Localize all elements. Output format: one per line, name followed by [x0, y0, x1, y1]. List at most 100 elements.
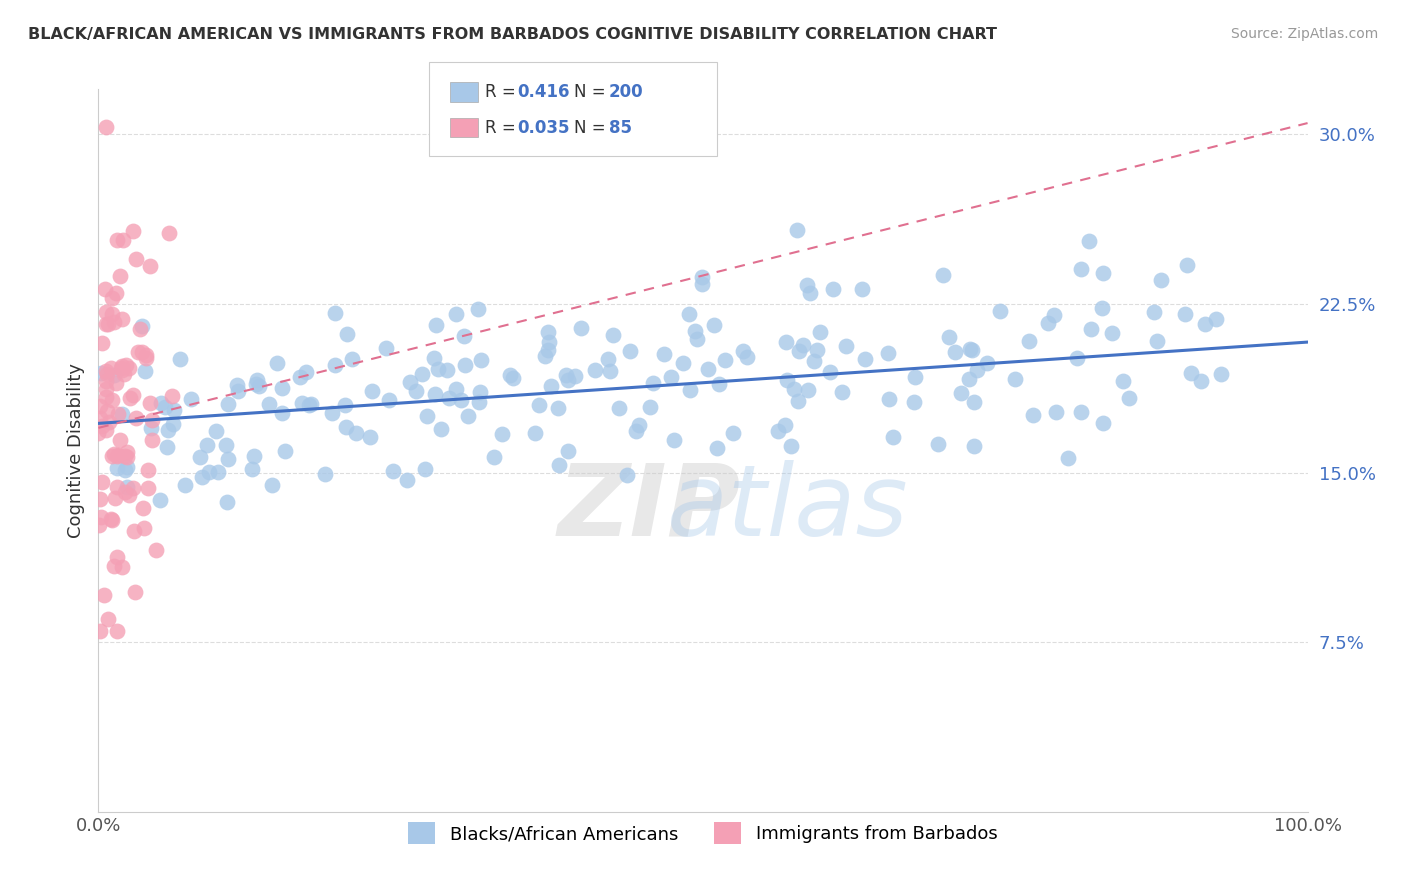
Point — [107, 448, 129, 462]
Point — [100, 512, 122, 526]
Point — [1077, 234, 1099, 248]
Point — [90, 366, 112, 380]
Point — [599, 364, 621, 378]
Point — [491, 427, 513, 442]
Point — [129, 322, 152, 336]
Point — [735, 350, 758, 364]
Text: R =: R = — [485, 119, 522, 136]
Point — [499, 368, 522, 382]
Point — [502, 371, 524, 385]
Point — [124, 585, 146, 599]
Text: ZIP: ZIP — [558, 459, 741, 557]
Point — [679, 383, 702, 397]
Point — [683, 324, 706, 338]
Point — [298, 398, 321, 412]
Point — [105, 624, 128, 639]
Point — [291, 396, 314, 410]
Text: 200: 200 — [609, 83, 644, 101]
Point — [429, 422, 451, 436]
Point — [217, 397, 239, 411]
Point — [114, 449, 136, 463]
Point — [114, 358, 136, 372]
Point — [118, 392, 141, 406]
Point — [467, 395, 489, 409]
Point — [111, 363, 134, 377]
Point — [107, 407, 129, 421]
Point — [395, 473, 418, 487]
Point — [115, 480, 138, 494]
Point — [103, 559, 125, 574]
Point — [96, 404, 118, 418]
Point — [93, 588, 115, 602]
Point — [789, 344, 811, 359]
Point — [96, 424, 118, 438]
Point — [583, 363, 606, 377]
Point — [122, 524, 145, 538]
Point — [111, 311, 134, 326]
Point — [240, 462, 263, 476]
Point — [96, 390, 118, 404]
Point — [169, 352, 191, 367]
Point — [87, 425, 110, 440]
Point — [787, 394, 810, 409]
Point — [1143, 305, 1166, 319]
Point — [423, 386, 446, 401]
Point — [851, 282, 873, 296]
Point — [1118, 391, 1140, 405]
Point — [321, 406, 343, 420]
Point — [537, 343, 560, 358]
Point — [796, 383, 818, 397]
Point — [808, 325, 831, 339]
Point — [690, 269, 713, 284]
Point — [90, 336, 112, 351]
Point — [112, 368, 135, 382]
Point — [111, 359, 134, 373]
Point — [101, 393, 124, 408]
Point — [97, 317, 120, 331]
Point — [450, 393, 472, 408]
Point — [1036, 316, 1059, 330]
Point — [619, 344, 641, 359]
Point — [537, 334, 560, 349]
Point — [820, 365, 842, 379]
Point — [105, 449, 128, 463]
Point — [97, 415, 120, 429]
Point — [226, 384, 249, 398]
Point — [1150, 273, 1173, 287]
Point — [101, 450, 124, 464]
Point — [96, 367, 118, 381]
Point — [157, 423, 180, 437]
Point — [335, 420, 357, 434]
Point — [141, 434, 163, 448]
Point — [138, 259, 160, 273]
Point — [141, 413, 163, 427]
Point — [537, 325, 560, 339]
Point — [136, 463, 159, 477]
Point — [707, 377, 730, 392]
Point — [359, 430, 381, 444]
Point — [638, 400, 661, 414]
Point — [94, 282, 117, 296]
Point — [103, 368, 125, 382]
Point — [780, 439, 803, 453]
Point — [444, 382, 467, 396]
Point — [662, 433, 685, 447]
Point — [1146, 334, 1168, 349]
Point — [153, 401, 176, 415]
Point — [270, 406, 292, 420]
Point — [1180, 366, 1202, 380]
Point — [1091, 301, 1114, 315]
Point — [243, 449, 266, 463]
Point — [425, 318, 447, 333]
Point — [127, 345, 149, 359]
Point — [821, 282, 844, 296]
Point — [672, 356, 695, 370]
Point — [783, 382, 806, 396]
Point — [641, 376, 664, 390]
Y-axis label: Cognitive Disability: Cognitive Disability — [66, 363, 84, 538]
Point — [413, 461, 436, 475]
Point — [1022, 408, 1045, 422]
Point — [652, 347, 675, 361]
Point — [529, 398, 551, 412]
Point — [118, 360, 141, 375]
